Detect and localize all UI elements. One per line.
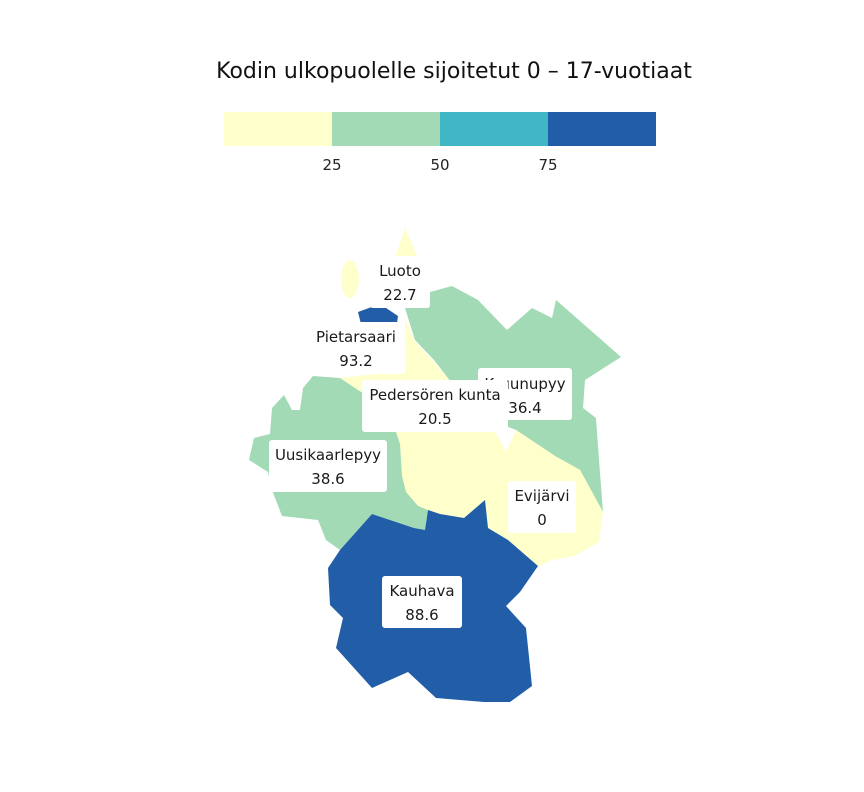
legend-bin-4 [548,112,656,146]
region-luoto-shape [395,228,417,258]
label-box [382,576,462,628]
map-title: Kodin ulkopuolelle sijoitetut 0 – 17-vuo… [216,59,692,84]
label-value: 88.6 [405,606,438,624]
legend-bin-1 [224,112,332,146]
label-box [370,256,430,308]
label-box [508,481,576,533]
label-value: 36.4 [508,399,541,417]
label-name: Kauhava [389,582,454,600]
label-value: 38.6 [311,470,344,488]
legend: 25 50 75 [224,112,656,174]
label-evijarvi: Evijärvi 0 [508,481,576,533]
label-kauhava: Kauhava 88.6 [382,576,462,628]
label-name: Luoto [379,262,421,280]
legend-tick-label: 50 [430,156,449,174]
region-luoto[interactable] [341,228,417,298]
label-value: 93.2 [339,352,372,370]
legend-bin-2 [332,112,440,146]
label-name: Pietarsaari [316,328,396,346]
label-value: 22.7 [383,286,416,304]
label-box [269,440,387,492]
label-box [362,380,508,432]
legend-tick-label: 75 [538,156,557,174]
label-pietarsaari: Pietarsaari 93.2 [305,322,405,374]
label-box [305,322,405,374]
legend-bin-3 [440,112,548,146]
region-luoto-island [341,260,359,298]
label-name: Pedersören kunta [369,386,500,404]
label-name: Uusikaarlepyy [275,446,381,464]
label-luoto: Luoto 22.7 [370,256,430,308]
label-value: 0 [537,511,547,529]
label-value: 20.5 [418,410,451,428]
legend-tick-label: 25 [322,156,341,174]
label-pedersoren-kunta: Pedersören kunta 20.5 [362,380,508,432]
region-labels: Luoto 22.7 Pietarsaari 93.2 Kruunupyy 36… [269,256,576,628]
label-name: Evijärvi [514,487,569,505]
label-uusikaarlepyy: Uusikaarlepyy 38.6 [269,440,387,492]
